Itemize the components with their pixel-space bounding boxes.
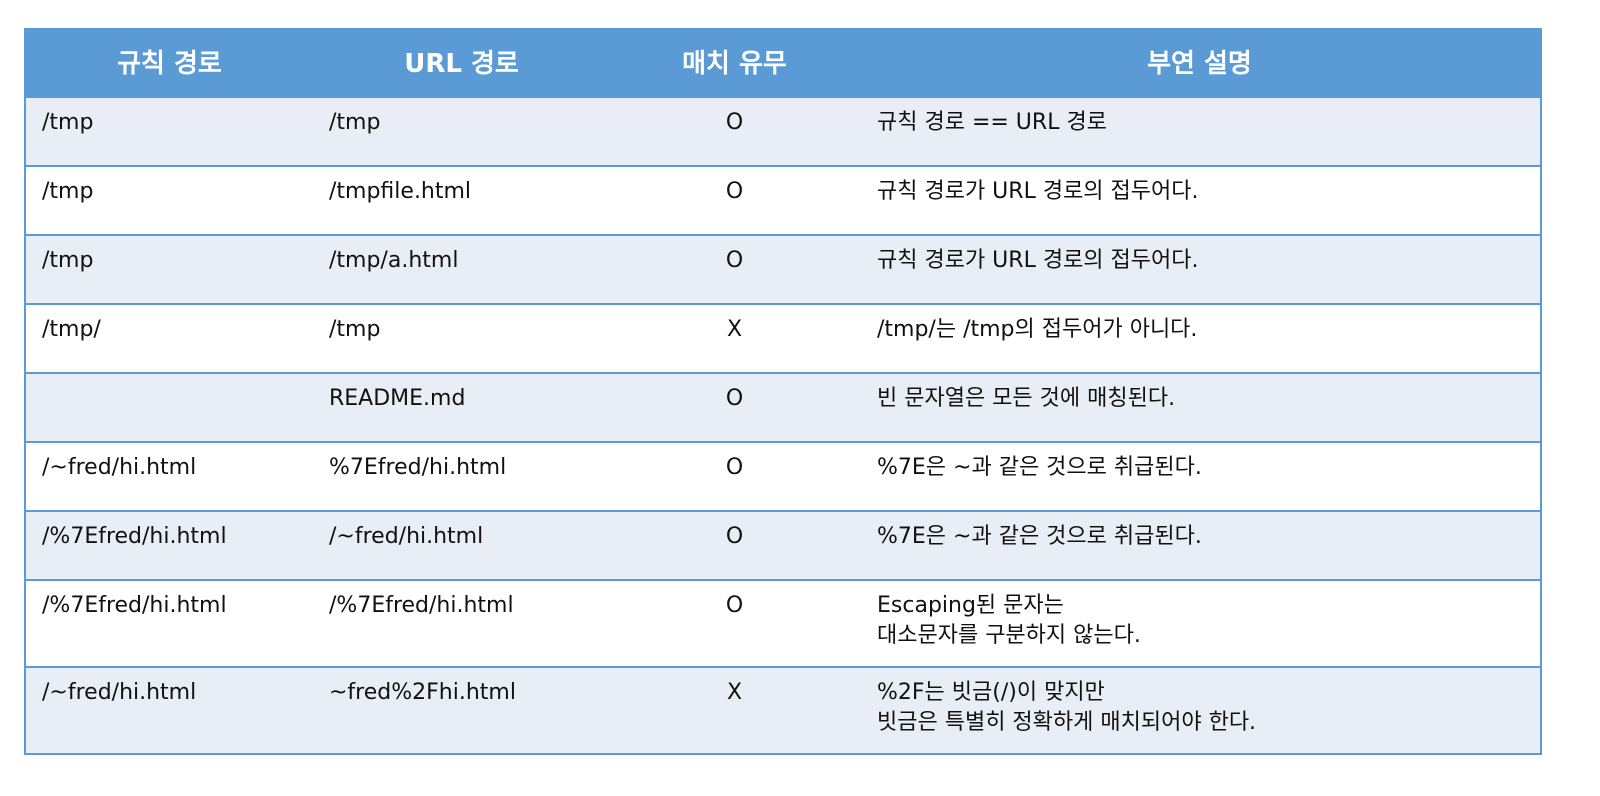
note-line: 빈 문자열은 모든 것에 매칭된다. xyxy=(877,386,1176,411)
cell-rule-path: /~fred/hi.html xyxy=(25,441,313,511)
cell-rule-path: /tmp/ xyxy=(25,303,313,373)
table-header: 규칙 경로 URL 경로 매치 유무 부연 설명 xyxy=(25,28,1541,98)
note-line: 대소문자를 구분하지 않는다. xyxy=(877,623,1141,648)
note-line: 빗금은 특별히 정확하게 매치되어야 한다. xyxy=(877,710,1257,735)
header-rule-path: 규칙 경로 xyxy=(25,28,313,98)
cell-url-path: ~fred%2Fhi.html xyxy=(313,666,610,754)
cell-url-path: /tmp xyxy=(313,95,610,166)
header-row: 규칙 경로 URL 경로 매치 유무 부연 설명 xyxy=(25,28,1541,98)
cell-url-path: /tmpfile.html xyxy=(313,165,610,235)
cell-match: O xyxy=(610,95,859,166)
cell-note: %7E은 ~과 같은 것으로 취급된다. xyxy=(859,441,1541,511)
cell-rule-path: /%7Efred/hi.html xyxy=(25,579,313,667)
note-line: /tmp/는 /tmp의 접두어가 아니다. xyxy=(877,317,1198,342)
cell-match: O xyxy=(610,510,859,580)
cell-match: X xyxy=(610,666,859,754)
rules-table-container: 규칙 경로 URL 경로 매치 유무 부연 설명 /tmp /tmp O 규칙 … xyxy=(24,28,1542,755)
note-line: %7E은 ~과 같은 것으로 취급된다. xyxy=(877,455,1202,480)
robots-rule-matching-table: 규칙 경로 URL 경로 매치 유무 부연 설명 /tmp /tmp O 규칙 … xyxy=(24,28,1542,755)
header-match: 매치 유무 xyxy=(610,28,859,98)
header-note: 부연 설명 xyxy=(859,28,1541,98)
table-body: /tmp /tmp O 규칙 경로 == URL 경로 /tmp /tmpfil… xyxy=(25,95,1541,754)
cell-note: 규칙 경로가 URL 경로의 접두어다. xyxy=(859,165,1541,235)
table-row: README.md O 빈 문자열은 모든 것에 매칭된다. xyxy=(25,372,1541,442)
cell-url-path: /~fred/hi.html xyxy=(313,510,610,580)
cell-rule-path: /tmp xyxy=(25,95,313,166)
cell-match: O xyxy=(610,579,859,667)
cell-url-path: /%7Efred/hi.html xyxy=(313,579,610,667)
note-line: 규칙 경로가 URL 경로의 접두어다. xyxy=(877,248,1199,273)
note-line: 규칙 경로 == URL 경로 xyxy=(877,110,1107,135)
note-line: 규칙 경로가 URL 경로의 접두어다. xyxy=(877,179,1199,204)
note-line: %2F는 빗금(/)이 맞지만 xyxy=(877,680,1105,705)
cell-url-path: /tmp/a.html xyxy=(313,234,610,304)
cell-match: O xyxy=(610,441,859,511)
cell-match: X xyxy=(610,303,859,373)
cell-note: 빈 문자열은 모든 것에 매칭된다. xyxy=(859,372,1541,442)
cell-match: O xyxy=(610,165,859,235)
cell-rule-path: /~fred/hi.html xyxy=(25,666,313,754)
cell-note: %7E은 ~과 같은 것으로 취급된다. xyxy=(859,510,1541,580)
table-row: /tmp /tmp O 규칙 경로 == URL 경로 xyxy=(25,95,1541,166)
table-row: /%7Efred/hi.html /%7Efred/hi.html O Esca… xyxy=(25,579,1541,667)
table-row: /~fred/hi.html %7Efred/hi.html O %7E은 ~과… xyxy=(25,441,1541,511)
table-row: /tmp/ /tmp X /tmp/는 /tmp의 접두어가 아니다. xyxy=(25,303,1541,373)
cell-note: /tmp/는 /tmp의 접두어가 아니다. xyxy=(859,303,1541,373)
cell-rule-path xyxy=(25,372,313,442)
cell-note: 규칙 경로 == URL 경로 xyxy=(859,95,1541,166)
cell-note: %2F는 빗금(/)이 맞지만 빗금은 특별히 정확하게 매치되어야 한다. xyxy=(859,666,1541,754)
cell-match: O xyxy=(610,234,859,304)
note-line: Escaping된 문자는 xyxy=(877,593,1064,618)
table-row: /%7Efred/hi.html /~fred/hi.html O %7E은 ~… xyxy=(25,510,1541,580)
cell-url-path: /tmp xyxy=(313,303,610,373)
cell-note: Escaping된 문자는 대소문자를 구분하지 않는다. xyxy=(859,579,1541,667)
cell-note: 규칙 경로가 URL 경로의 접두어다. xyxy=(859,234,1541,304)
header-url-path: URL 경로 xyxy=(313,28,610,98)
table-row: /~fred/hi.html ~fred%2Fhi.html X %2F는 빗금… xyxy=(25,666,1541,754)
cell-rule-path: /tmp xyxy=(25,234,313,304)
cell-match: O xyxy=(610,372,859,442)
cell-rule-path: /%7Efred/hi.html xyxy=(25,510,313,580)
note-line: %7E은 ~과 같은 것으로 취급된다. xyxy=(877,524,1202,549)
table-row: /tmp /tmpfile.html O 규칙 경로가 URL 경로의 접두어다… xyxy=(25,165,1541,235)
cell-url-path: README.md xyxy=(313,372,610,442)
table-row: /tmp /tmp/a.html O 규칙 경로가 URL 경로의 접두어다. xyxy=(25,234,1541,304)
cell-rule-path: /tmp xyxy=(25,165,313,235)
cell-url-path: %7Efred/hi.html xyxy=(313,441,610,511)
